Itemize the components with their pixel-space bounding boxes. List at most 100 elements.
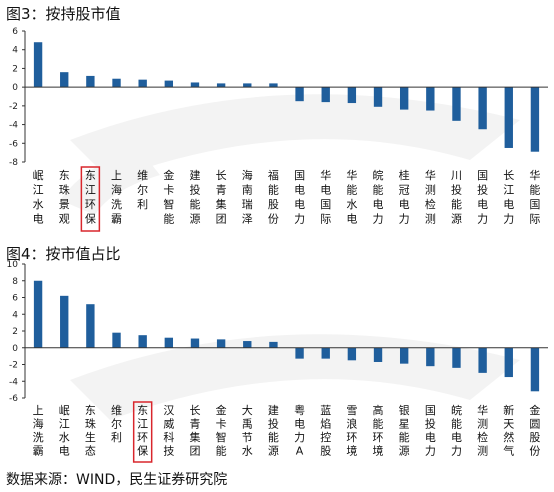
y-tick-label: -4: [9, 121, 18, 131]
bar: [216, 83, 226, 88]
y-tick-label: -8: [9, 158, 18, 168]
y-tick-label: -6: [9, 394, 18, 404]
bar: [347, 87, 357, 104]
category-label: 上海洗霸: [111, 169, 122, 226]
category-label: 皖能电力: [451, 403, 462, 458]
bar: [347, 347, 357, 361]
y-tick-label: 6: [12, 27, 18, 37]
category-label: 岷江水电: [33, 169, 44, 226]
bar: [426, 87, 435, 111]
bar: [399, 347, 409, 364]
category-label: 海南瑞泽: [242, 168, 253, 226]
category-label: 维尔利: [111, 404, 122, 444]
bar: [112, 78, 121, 88]
category-label: 川投能源: [451, 169, 462, 226]
category-label: 长青集团: [189, 404, 200, 458]
y-tick-label: 0: [12, 83, 18, 93]
category-label: 粤电力 A: [294, 403, 305, 458]
category-label: 长青集团: [216, 169, 227, 226]
category-label: 建投能源: [268, 403, 279, 458]
bar: [269, 83, 278, 88]
category-label: 华测检测: [425, 168, 436, 226]
bar: [269, 341, 278, 348]
category-label: 大禹节水: [242, 403, 253, 458]
highlight-box: [132, 401, 153, 463]
y-tick-label: 8: [12, 277, 18, 287]
category-label: 东珠景观: [59, 169, 70, 226]
category-label: 长江电力: [503, 169, 514, 226]
y-tick-label: -2: [9, 102, 18, 112]
category-label: 金卡智能: [216, 403, 227, 458]
category-label: 岷江水电: [59, 404, 70, 458]
bar: [321, 87, 330, 103]
category-label: 华能水电: [346, 168, 357, 226]
highlight-box: [80, 166, 101, 232]
bar: [452, 347, 461, 368]
category-label: 高能环境: [373, 403, 384, 458]
y-tick-label: 2: [12, 64, 18, 74]
y-tick-label: 4: [12, 46, 18, 56]
bar: [478, 87, 487, 130]
bar: [86, 304, 95, 348]
chart-2-plot: 10 8 6 4 2 0 -2 -4 -6 上海洗霸 岷江水电 东珠生态 维尔利 东江环保 汉威科技 长青集团…: [7, 260, 548, 463]
category-label: 蓝焰控股: [320, 404, 331, 458]
category-label: 建投能源: [189, 168, 200, 226]
y-tick-label: 0: [12, 344, 18, 354]
y-tick-label: 6: [12, 294, 18, 304]
category-label: 维尔利: [137, 169, 148, 211]
chart-2-title: 图4：按市值占比: [6, 245, 121, 263]
bar: [216, 339, 226, 348]
bar: [321, 347, 330, 359]
bar: [530, 87, 540, 152]
bar: [190, 82, 200, 88]
bar: [295, 87, 304, 102]
chart-1-plot: 6 4 2 0 -2 -4 -6 -8 岷江水电 东珠景观 东江环保 上海洗霸 维尔利 金卡智能 建投能源 长…: [9, 27, 548, 232]
bar: [504, 87, 513, 148]
bar: [164, 80, 174, 88]
bar: [112, 332, 121, 348]
bar: [138, 335, 147, 348]
category-label: 新天然气: [503, 403, 514, 458]
y-tick-label: 4: [12, 310, 18, 320]
source-note: 数据来源：WIND，民生证券研究院: [6, 472, 228, 488]
bar: [190, 338, 200, 348]
bar: [426, 347, 435, 367]
bar: [399, 87, 409, 110]
category-label: 雪浪环境: [346, 404, 357, 458]
bar: [33, 280, 43, 348]
category-label: 福能股份: [268, 168, 279, 226]
bar: [478, 347, 487, 373]
bar: [373, 87, 383, 107]
bar: [504, 347, 513, 378]
bar: [33, 42, 43, 88]
category-label: 金圆股份: [529, 403, 540, 458]
bar: [295, 347, 304, 359]
category-label: 银星能源: [399, 403, 410, 458]
category-label: 国电电力: [294, 169, 305, 226]
y-tick-label: 10: [7, 260, 19, 270]
category-label: 桂冠电力: [399, 168, 410, 226]
y-tick-label: 2: [12, 327, 18, 337]
category-label: 国投电力: [425, 404, 436, 458]
chart-1-title: 图3：按持股市值: [6, 5, 121, 23]
category-label: 华测检测: [477, 403, 488, 458]
bar: [60, 295, 69, 348]
bar: [60, 72, 69, 88]
category-label: 国投电力: [477, 169, 488, 226]
y-tick-label: -6: [9, 139, 18, 149]
category-label: 华能国际: [529, 168, 540, 226]
category-label: 上海洗霸: [33, 404, 44, 458]
bar: [243, 83, 252, 88]
bar: [530, 347, 540, 392]
category-label: 东江环保: [137, 404, 148, 458]
category-label: 华电国际: [320, 168, 331, 226]
bar: [452, 87, 461, 121]
y-tick-label: -4: [9, 377, 18, 387]
bar: [86, 75, 95, 88]
bar: [243, 341, 252, 348]
bar: [373, 347, 383, 362]
bar: [164, 337, 174, 348]
category-label: 皖能电力: [373, 168, 384, 226]
category-label: 东江环保: [85, 169, 96, 226]
category-label: 汉威科技: [163, 404, 174, 458]
